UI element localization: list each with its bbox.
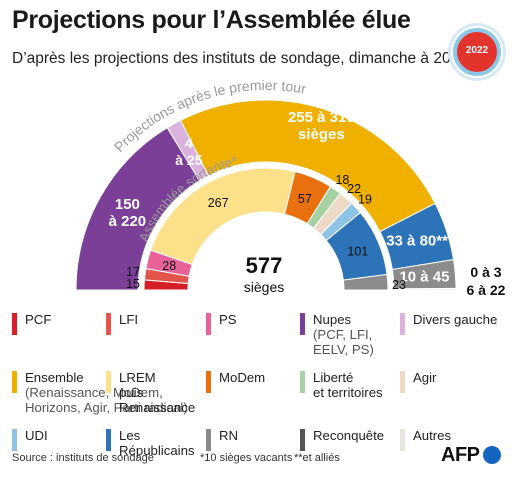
outer-label-rn: 10 à 45 (399, 269, 449, 286)
vacant-note: *10 sièges vacants (200, 452, 293, 464)
inner-label-pcf: 15 (126, 277, 140, 291)
legend-swatch (300, 371, 305, 393)
badge-year: 2022 (465, 45, 489, 56)
outer-label-ensemble: 255 à 310 sièges (288, 109, 355, 143)
outer-label-nupes: 150 à 220 (109, 196, 147, 230)
legend-label: Divers gauche (413, 312, 498, 327)
inner-label-lrem-puis-renaissance: 267 (208, 196, 229, 210)
legend-label: Agir (413, 370, 437, 385)
inner-label-udi: 19 (358, 193, 372, 207)
outer-label-reconquete: 6 à 22 (467, 282, 506, 298)
legend-swatch (206, 313, 211, 335)
inner-label-ps: 28 (162, 259, 176, 273)
legend-swatch (206, 429, 211, 451)
legend-sublabel: (Renaissance, MoDem, Horizons, Agir, Part… (25, 385, 188, 415)
legend-label: Liberté et territoires (313, 370, 383, 400)
page-subtitle: D’après les projections des instituts de… (12, 50, 477, 67)
legend-swatch (300, 429, 305, 451)
inner-label-rn: 23 (392, 278, 406, 292)
legend-swatch (12, 371, 17, 393)
allies-note: **et alliés (294, 452, 340, 464)
legend-swatch (12, 429, 17, 451)
afp-logo: AFP (441, 444, 480, 466)
legend-label: Les Républicains (119, 428, 195, 458)
legend-sublabel: (PCF, LFI, EELV, PS) (313, 327, 374, 357)
page-title: Projections pour l’Assemblée élue (12, 6, 411, 34)
inner-label-les-republicains: 101 (347, 244, 368, 258)
outer-label-les-republicains: 33 à 80** (386, 232, 448, 249)
hemicycle-chart: 150 à 220 4 à 25 255 à 310 sièges 33 à 80** 10 … (75, 80, 506, 298)
legend-label: Nupes (PCF, LFI, EELV, PS) (313, 312, 374, 357)
legend-label: LFI (119, 312, 139, 327)
source-note: Source : instituts de sondage (12, 452, 154, 464)
legend-label: UDI (25, 428, 48, 443)
legend-label: Ensemble (Renaissance, MoDem, Horizons, Ag… (25, 370, 188, 415)
outer-label-autres: 0 à 3 (470, 264, 501, 280)
legend-swatch (206, 371, 211, 393)
legend-label: PCF (25, 312, 52, 327)
legend-swatch (12, 313, 17, 335)
total-seats: 577 (246, 253, 283, 278)
legend-swatch (300, 313, 305, 335)
election-badge: 2022 (453, 28, 501, 76)
inner-label-agir: 22 (347, 182, 361, 196)
inner-label-modem: 57 (298, 192, 312, 206)
legend-swatch (400, 371, 405, 393)
legend-label: LREM puis Renaissance (119, 370, 196, 415)
legend-swatch (400, 429, 405, 451)
legend-swatch (106, 429, 111, 451)
legend-swatch (106, 371, 111, 393)
afp-logo-dot (483, 446, 501, 464)
legend-label: RN (219, 428, 239, 443)
legend-swatch (106, 313, 111, 335)
legend-label: Autres (413, 428, 452, 443)
inner-label-liberte-et-territoires: 18 (335, 173, 349, 187)
inner-label-lfi: 17 (126, 265, 140, 279)
outer-segment-autres (393, 287, 457, 291)
legend-swatch (400, 313, 405, 335)
inner-segment-rn (342, 273, 389, 291)
legend-label: Reconquête (313, 428, 385, 443)
total-seats-label: sièges (244, 279, 284, 295)
legend-label: MoDem (219, 370, 266, 385)
legend-label: PS (219, 312, 237, 327)
